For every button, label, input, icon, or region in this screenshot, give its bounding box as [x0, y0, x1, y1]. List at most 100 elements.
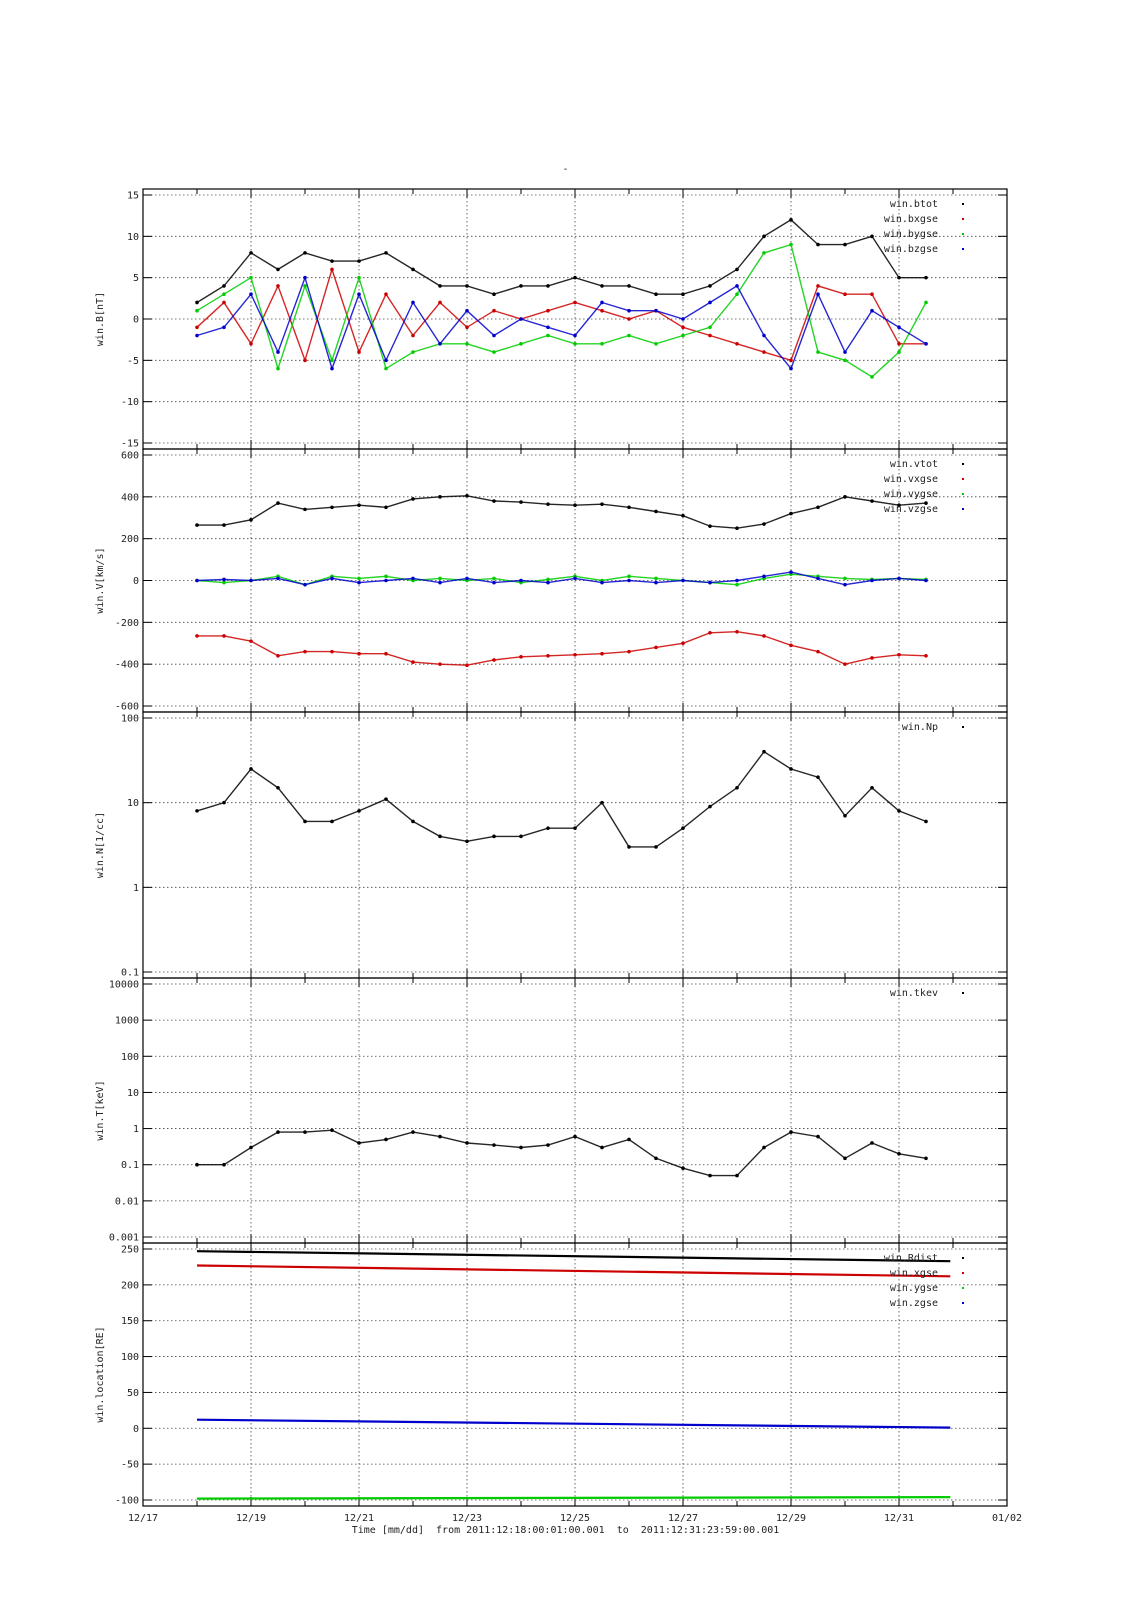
series-trace	[196, 218, 926, 304]
panel-4: 0.001 0.01 0.1 1 10 100 1000 10000 win.T[keV] win…	[95, 977, 1008, 1244]
data-point	[654, 292, 658, 297]
data-point	[708, 1173, 712, 1178]
data-point	[924, 654, 928, 658]
data-point	[249, 292, 253, 297]
data-point	[681, 333, 685, 338]
data-point	[897, 1152, 901, 1156]
data-point	[627, 317, 631, 321]
series-win-vxgse	[195, 629, 928, 668]
data-point	[816, 292, 820, 297]
data-point	[303, 507, 307, 512]
data-point	[330, 1128, 334, 1133]
data-point	[654, 576, 658, 581]
data-point	[789, 358, 793, 363]
data-point	[330, 358, 334, 363]
data-point	[762, 749, 766, 754]
series-win-btot	[195, 218, 928, 305]
data-point	[897, 342, 901, 346]
legend-marker	[962, 992, 964, 994]
y-tick-label: 0	[133, 315, 139, 326]
data-point	[222, 1162, 226, 1167]
y-tick-label: 50	[127, 1388, 139, 1399]
data-point	[600, 800, 604, 805]
data-point	[843, 576, 847, 581]
data-point	[330, 267, 334, 272]
x-tick-label: 12/17	[128, 1513, 158, 1524]
data-point	[789, 767, 793, 771]
time-from-word: from	[436, 1525, 461, 1536]
series-win-vzgse	[195, 570, 928, 587]
legend-label: win.vygse	[884, 489, 938, 500]
data-point	[411, 819, 415, 824]
y-tick-label: -5	[127, 356, 139, 367]
figure-title: -	[562, 164, 569, 175]
data-point	[519, 834, 523, 839]
series-win-Np	[195, 749, 928, 849]
data-point	[465, 493, 469, 498]
data-point	[762, 574, 766, 579]
data-point	[708, 325, 712, 330]
data-point	[870, 656, 874, 660]
data-point	[357, 350, 361, 354]
data-point	[438, 834, 442, 839]
data-point	[546, 1143, 550, 1147]
data-point	[573, 333, 577, 338]
data-point	[843, 242, 847, 247]
data-point	[897, 576, 901, 581]
data-point	[222, 300, 226, 305]
y-tick-label: -50	[121, 1460, 139, 1471]
data-point	[600, 580, 604, 585]
data-point	[870, 578, 874, 583]
data-point	[816, 1134, 820, 1139]
panel-3: 0.1 1 10 100 win.N[1/cc] win.Np	[95, 711, 1008, 979]
data-point	[627, 1137, 631, 1142]
data-point	[438, 300, 442, 305]
data-point	[816, 350, 820, 354]
legend-marker	[962, 203, 964, 205]
data-point	[465, 342, 469, 346]
x-tick-label: 12/27	[668, 1513, 698, 1524]
data-point	[357, 580, 361, 585]
y-tick-label: 100	[121, 1352, 139, 1363]
data-point	[195, 325, 199, 330]
series-win-bxgse	[195, 267, 928, 363]
y-tick-label: -10	[121, 397, 139, 408]
time-range-end: 2011:12:31:23:59:00.001	[640, 1525, 780, 1536]
data-point	[249, 275, 253, 280]
data-point	[627, 574, 631, 579]
data-point	[654, 308, 658, 313]
legend-label: win.btot	[890, 199, 938, 210]
data-point	[492, 658, 496, 662]
legend-marker	[962, 493, 964, 495]
data-point	[816, 775, 820, 779]
data-point	[600, 300, 604, 305]
legend-marker	[962, 233, 964, 235]
time-range-start: 2011:12:18:00:01:00.001	[466, 1525, 605, 1536]
data-point	[600, 342, 604, 346]
data-point	[222, 577, 226, 582]
data-point	[330, 505, 334, 510]
data-point	[843, 358, 847, 363]
panel-1: -15 -10 -5 0 5 10 15 win.B[nT] win.btot win.bxgse…	[95, 188, 1008, 450]
data-point	[897, 652, 901, 657]
data-point	[330, 576, 334, 581]
data-point	[762, 333, 766, 338]
data-point	[519, 655, 523, 659]
data-point	[465, 325, 469, 330]
data-point	[870, 292, 874, 297]
data-point	[897, 503, 901, 508]
series-line	[196, 1264, 951, 1278]
data-point	[411, 267, 415, 272]
data-point	[330, 366, 334, 371]
y-tick-label: 0.1	[121, 968, 139, 979]
data-point	[600, 284, 604, 288]
data-point	[276, 785, 280, 790]
x-axis-caption: Time [mm/dd] from 2011:12:18:00:01:00.00…	[0, 1525, 1131, 1536]
series-trace	[197, 495, 927, 529]
data-point	[519, 578, 523, 583]
data-point	[708, 524, 712, 528]
data-point	[195, 634, 199, 638]
data-point	[654, 845, 658, 849]
data-point	[735, 292, 739, 297]
data-point	[276, 501, 280, 505]
